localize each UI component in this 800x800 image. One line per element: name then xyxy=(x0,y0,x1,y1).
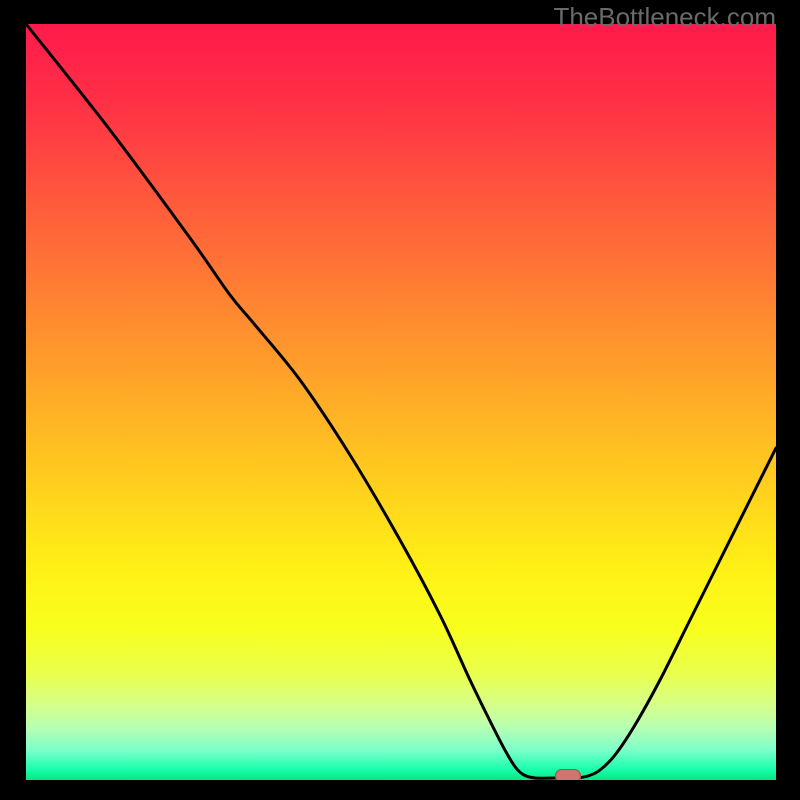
watermark-text: TheBottleneck.com xyxy=(553,2,776,33)
frame-left xyxy=(0,0,26,800)
frame-bottom xyxy=(0,780,800,800)
curve-svg xyxy=(26,24,776,780)
plot-area xyxy=(26,24,776,780)
frame-right xyxy=(776,0,800,800)
bottleneck-curve xyxy=(26,24,776,778)
